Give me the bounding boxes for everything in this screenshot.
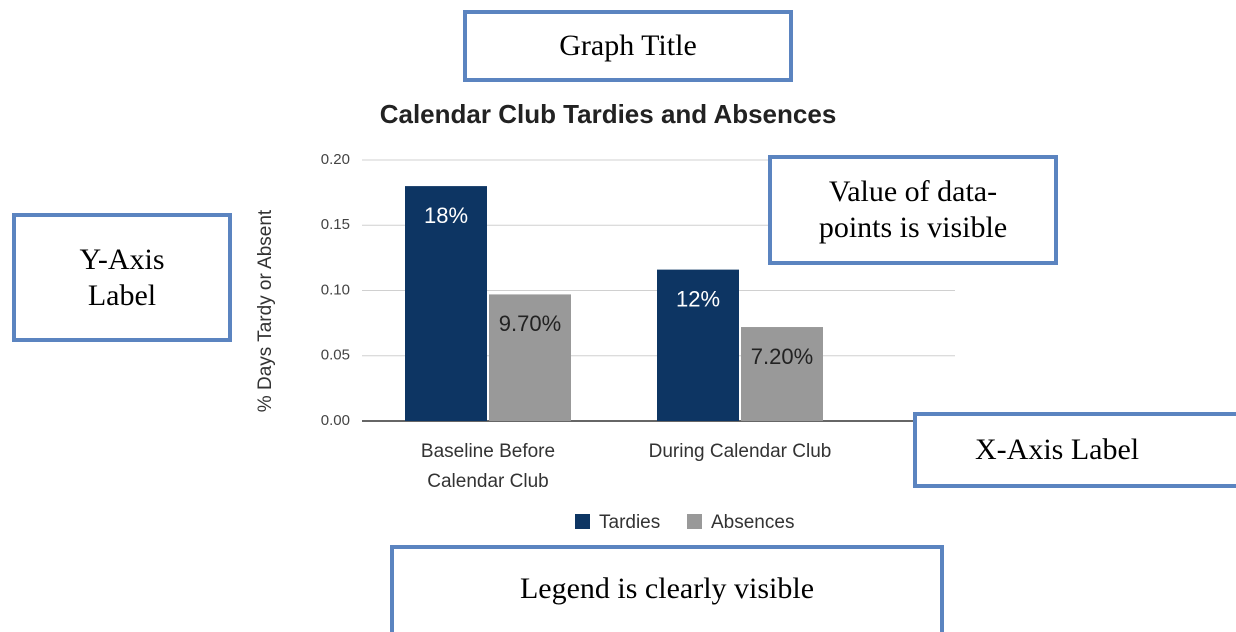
bar [741, 327, 823, 421]
legend-label: Absences [711, 512, 794, 533]
chart-title: Calendar Club Tardies and Absences [380, 99, 837, 129]
annotation-box: X-Axis Label [913, 412, 1236, 488]
value-label: 7.20% [751, 344, 813, 369]
y-tick-label: 0.10 [321, 281, 350, 298]
legend-swatch [575, 514, 590, 529]
annotation-box: Legend is clearly visible [390, 545, 944, 632]
value-label: 9.70% [499, 311, 561, 336]
y-tick-label: 0.15 [321, 216, 350, 233]
bar [489, 294, 571, 421]
bar [657, 269, 739, 421]
x-tick-label: Baseline Before Calendar Club [420, 441, 556, 492]
y-axis-label: % Days Tardy or Absent [255, 209, 276, 412]
legend-label: Tardies [599, 512, 660, 533]
y-tick-label: 0.00 [321, 412, 350, 429]
annotation-box: Value of data-points is visible [768, 155, 1058, 265]
value-label: 12% [676, 286, 720, 311]
bar [405, 186, 487, 421]
legend-swatch [687, 514, 702, 529]
y-tick-label: 0.05 [321, 347, 350, 364]
x-tick-label: During Calendar Club [648, 441, 832, 462]
value-label: 18% [424, 203, 468, 228]
annotation-box: Y-Axis Label [12, 213, 232, 342]
y-tick-label: 0.20 [321, 151, 350, 168]
annotation-box: Graph Title [463, 10, 793, 82]
